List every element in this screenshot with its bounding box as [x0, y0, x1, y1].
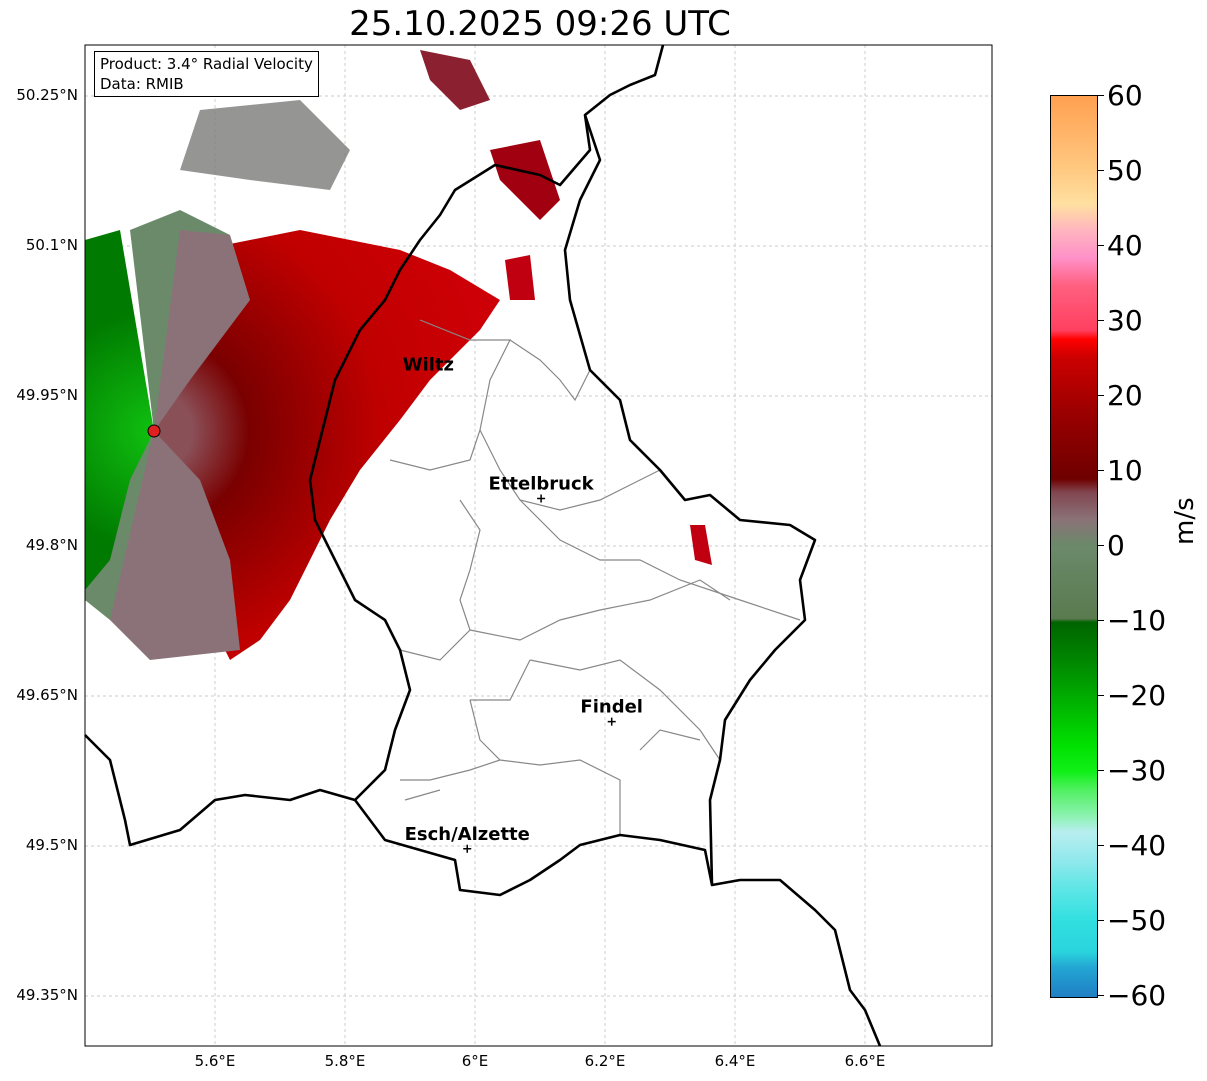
colorbar-tick: −20 — [1097, 682, 1166, 710]
city-marker — [537, 494, 546, 503]
country-borders — [84, 44, 882, 1047]
colorbar-tick: −10 — [1097, 607, 1166, 635]
colorbar-tick: 40 — [1097, 232, 1143, 260]
lat-tick: 50.1°N — [25, 236, 78, 254]
colorbar-tick-label: −40 — [1107, 829, 1167, 862]
colorbar-tick: 20 — [1097, 382, 1143, 410]
lat-tick: 49.5°N — [25, 836, 78, 854]
colorbar-tick: 0 — [1097, 532, 1125, 560]
colorbar-tick-label: 40 — [1107, 229, 1143, 262]
radar-site-marker — [147, 424, 161, 438]
colorbar-tick-label: 60 — [1107, 79, 1143, 112]
colorbar-tick-label: −30 — [1107, 754, 1167, 787]
lon-tick: 5.6°E — [194, 1052, 236, 1070]
colorbar-tick-label: 50 — [1107, 154, 1143, 187]
colorbar-tick-label: 30 — [1107, 304, 1143, 337]
colorbar-tick: 50 — [1097, 157, 1143, 185]
colorbar-tick: 10 — [1097, 457, 1143, 485]
colorbar-tick: −60 — [1097, 982, 1166, 1010]
map-title: 25.10.2025 09:26 UTC — [349, 4, 731, 44]
lon-tick: 6°E — [461, 1052, 489, 1070]
colorbar-tick-label: 0 — [1107, 529, 1125, 562]
lon-tick: 6.2°E — [584, 1052, 626, 1070]
lon-tick: 6.4°E — [714, 1052, 756, 1070]
velocity-colorbar — [1050, 95, 1098, 998]
colorbar-tick-label: −10 — [1107, 604, 1167, 637]
lat-tick: 49.35°N — [16, 986, 78, 1004]
lat-tick: 49.65°N — [16, 686, 78, 704]
city-marker — [463, 844, 472, 853]
colorbar-tick-label: 10 — [1107, 454, 1143, 487]
colorbar-tick-label: −20 — [1107, 679, 1167, 712]
colorbar-tick-label: −50 — [1107, 904, 1167, 937]
radar-echoes — [85, 50, 712, 660]
map-frame — [84, 44, 993, 1047]
product-legend: Product: 3.4° Radial Velocity Data: RMIB — [94, 51, 319, 97]
lat-tick: 49.8°N — [25, 536, 78, 554]
lat-tick: 49.95°N — [16, 386, 78, 404]
lon-tick: 6.6°E — [844, 1052, 886, 1070]
colorbar-tick: 60 — [1097, 82, 1143, 110]
colorbar-tick: −30 — [1097, 757, 1166, 785]
data-source-label: Data: RMIB — [100, 75, 184, 93]
product-label: Product: 3.4° Radial Velocity — [100, 55, 313, 73]
colorbar-tick-label: −60 — [1107, 979, 1167, 1012]
city-label: Esch/Alzette — [405, 824, 530, 845]
colorbar-tick: −40 — [1097, 832, 1166, 860]
city-label: Wiltz — [403, 354, 454, 375]
canton-borders — [389, 319, 801, 835]
city-label: Findel — [580, 697, 643, 718]
colorbar-tick-label: 20 — [1107, 379, 1143, 412]
lon-tick: 5.8°E — [324, 1052, 366, 1070]
city-marker — [607, 717, 616, 726]
colorbar-tick: 30 — [1097, 307, 1143, 335]
city-label: Ettelbruck — [489, 473, 595, 494]
colorbar-unit-label: m/s — [1170, 497, 1200, 545]
colorbar-tick: −50 — [1097, 907, 1166, 935]
lat-tick: 50.25°N — [16, 86, 78, 104]
